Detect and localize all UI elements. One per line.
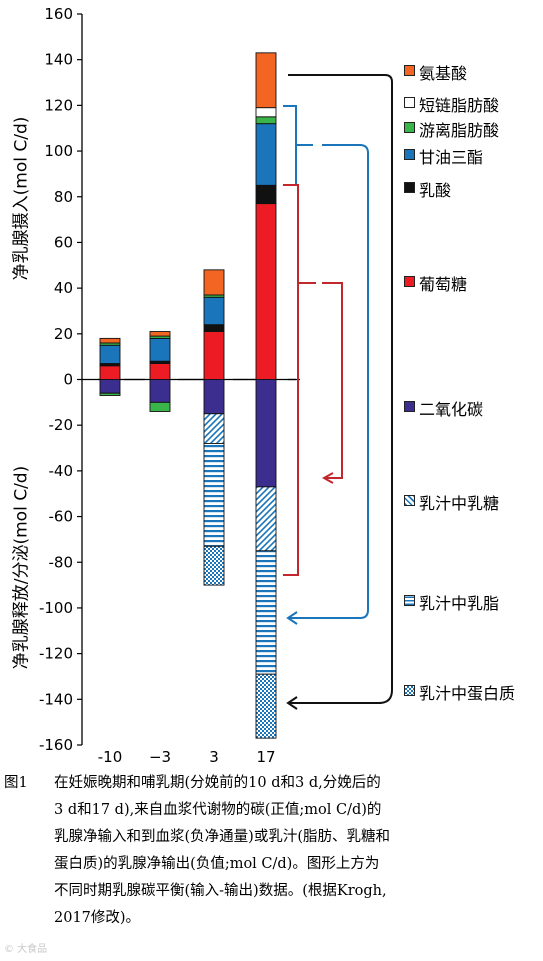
legend-label: 葡萄糖: [419, 275, 468, 294]
y-tick-label: 100: [44, 142, 73, 160]
legend-label: 游离脂肪酸: [419, 121, 500, 140]
x-tick-label: 3: [209, 748, 219, 766]
y-tick-label: 80: [54, 188, 73, 206]
bars: [99, 52, 277, 739]
bar-segment: [203, 545, 225, 586]
bar-segment: [255, 379, 277, 488]
annotation-brackets: [283, 74, 393, 710]
legend-label: 甘油三酯: [419, 148, 484, 167]
legend-swatch: [404, 65, 415, 76]
bar-segment: [99, 379, 121, 394]
bar-segment: [99, 344, 121, 364]
y-tick-label: -60: [49, 508, 74, 526]
y-axis-title-upper: 净乳腺摄入(mol C/d): [11, 116, 32, 281]
legend-swatch: [404, 182, 415, 193]
bar-segment: [149, 379, 171, 403]
bar-segment: [203, 324, 225, 332]
y-tick-label: 20: [54, 325, 73, 343]
bar-segment: [255, 550, 277, 675]
bar-segment: [255, 184, 277, 205]
bracket-glucose-outer: [283, 184, 299, 576]
caption-line: 不同时期乳腺碳平衡(输入-输出)数据。(根据Krogh,: [54, 883, 387, 899]
legend-label: 二氧化碳: [419, 400, 484, 419]
watermark: © 大食品: [4, 944, 48, 955]
y-tick-label: -160: [39, 736, 73, 754]
bracket-fat-input: [283, 105, 297, 186]
y-tick-label: 60: [54, 233, 73, 251]
bar-segment: [149, 331, 171, 337]
axes: 160 140 120 100 80 60 40 20 0 -20 -40 -60 -80 -100 -12…: [39, 5, 300, 766]
bracket-glucose-lactose: [322, 282, 343, 479]
legend-label: 乳汁中蛋白质: [419, 684, 516, 703]
bar-segment: [255, 123, 277, 186]
y-tick-label: -120: [39, 645, 73, 663]
bar-segment: [203, 296, 225, 326]
bar-segment: [149, 401, 171, 412]
legend-swatch: [404, 149, 415, 160]
bar-segment: [255, 203, 277, 380]
bar-segment: [99, 392, 121, 396]
caption-line: 在妊娠晚期和哺乳期(分娩前的10 d和3 d,分娩后的: [54, 775, 381, 791]
caption-line: 3 d和17 d),来自血浆代谢物的碳(正值;mol C/d)的: [54, 802, 382, 818]
y-tick-label: 40: [54, 279, 73, 297]
legend-label: 乳酸: [419, 181, 452, 200]
bar-segment: [99, 337, 121, 344]
caption-line: 蛋白质)的乳腺净输出(负值;mol C/d)。图形上方为: [54, 856, 380, 872]
bar-segment: [149, 337, 171, 362]
arrowhead: [286, 611, 298, 625]
legend-label: 乳汁中乳糖: [419, 494, 500, 513]
y-tick-label: -40: [49, 462, 74, 480]
x-tick-label: 17: [256, 748, 275, 766]
bar-segment: [203, 413, 225, 444]
stacked-bar-chart: 160 140 120 100 80 60 40 20 0 -20 -40 -60 -80 -100 -12…: [39, 5, 393, 766]
bar-segment: [99, 365, 121, 380]
bar-segment: [203, 331, 225, 380]
caption-label: 图1: [4, 775, 28, 791]
x-tick-label: -10: [98, 748, 123, 766]
legend-label: 乳汁中乳脂: [419, 594, 500, 613]
legend-swatch: [404, 495, 415, 506]
y-tick-label: -100: [39, 599, 73, 617]
y-tick-label: 120: [44, 96, 73, 114]
bar-segment: [255, 52, 277, 109]
y-tick-label: -20: [49, 416, 74, 434]
legend-swatch: [404, 401, 415, 412]
legend-swatch: [404, 122, 415, 133]
bar-segment: [149, 363, 171, 380]
bracket-fat-milk: [288, 144, 369, 619]
y-tick-label: 0: [63, 371, 73, 389]
bar-segment: [203, 379, 225, 415]
arrowhead: [286, 696, 298, 710]
caption-line: 2017修改)。: [54, 910, 141, 926]
y-axis-title-lower: 净乳腺释放/分泌(mol C/d): [11, 465, 32, 670]
caption-line: 乳腺净输入和到血浆(负净通量)或乳汁(脂肪、乳糖和: [54, 829, 390, 845]
bar-segment: [255, 673, 277, 739]
bar-segment: [255, 116, 277, 125]
y-tick-label: 160: [44, 5, 73, 23]
y-tick-label: -140: [39, 690, 73, 708]
bar-segment: [255, 486, 277, 552]
legend-swatch: [404, 97, 415, 108]
legend-swatch: [404, 276, 415, 287]
bar-segment: [255, 107, 277, 118]
legend-swatch: [404, 685, 415, 696]
bracket-amino-acid-protein: [288, 74, 393, 704]
y-tick-label: 140: [44, 51, 73, 69]
y-tick-label: -80: [49, 553, 74, 571]
bar-segment: [203, 443, 225, 547]
legend-label: 短链脂肪酸: [419, 96, 500, 115]
legend-swatch: [404, 595, 415, 606]
arrowhead: [321, 472, 334, 484]
legend-label: 氨基酸: [419, 64, 468, 83]
x-tick-label: −3: [149, 748, 171, 766]
bar-segment: [203, 269, 225, 296]
